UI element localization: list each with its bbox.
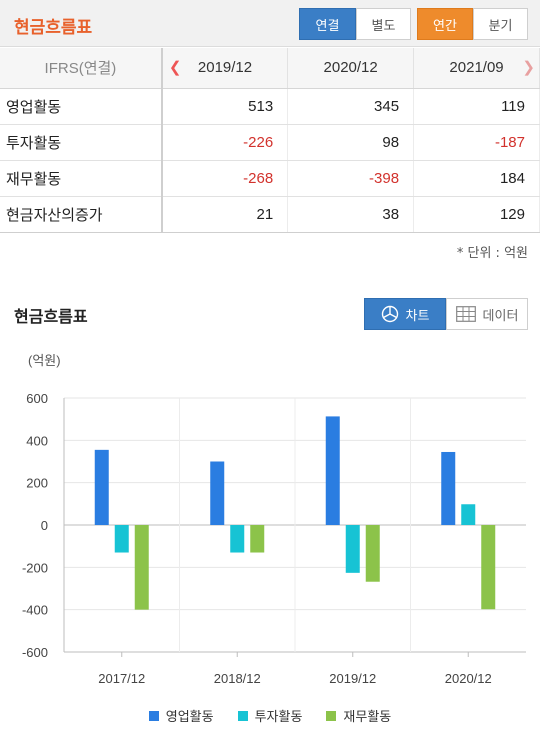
y-unit-label: (억원): [28, 353, 61, 368]
table-header-label: IFRS(연결): [0, 48, 163, 89]
separate-button[interactable]: 별도: [356, 8, 411, 40]
annual-button[interactable]: 연간: [417, 8, 473, 40]
x-tick-label: 2017/12: [98, 671, 145, 686]
table-cell: -187: [413, 124, 540, 161]
x-tick-label: 2020/12: [445, 671, 492, 686]
table-cell: 119: [413, 88, 540, 125]
y-tick-label: 200: [26, 476, 48, 491]
chevron-left-icon[interactable]: ❮: [168, 59, 182, 76]
bar-2: [345, 525, 360, 573]
chart-view-label: 차트: [405, 308, 430, 324]
column-header: ❮ 2019/12: [161, 48, 289, 89]
y-tick-label: 400: [26, 433, 48, 448]
table-row: 재무활동 -268 -398 184: [0, 160, 540, 197]
column-header: 2020/12: [287, 48, 415, 89]
data-view-label: 데이터: [482, 308, 519, 324]
cashflow-table: IFRS(연결) ❮ 2019/12 2020/12 2021/09 ❯ 영업활…: [0, 48, 540, 233]
chevron-right-icon[interactable]: ❯: [522, 59, 535, 76]
table-cell: 184: [413, 160, 540, 197]
bar-3: [134, 525, 149, 610]
bar-2: [114, 525, 129, 553]
pie-chart-icon: [381, 305, 398, 323]
table-cell: -226: [161, 124, 289, 161]
chart-section-title: 현금흐름표: [14, 307, 88, 326]
legend-swatch: [326, 710, 337, 721]
legend-swatch: [237, 710, 248, 721]
legend-item[interactable]: 재무활동: [326, 706, 391, 725]
bar-1: [325, 416, 340, 525]
chart-legend: 영업활동 투자활동 재무활동: [0, 706, 540, 725]
legend-swatch: [148, 710, 159, 721]
table-grid-icon: [455, 306, 476, 322]
y-tick-label: -400: [22, 603, 48, 618]
y-tick-label: 0: [41, 518, 48, 533]
unit-note: * 단위 : 억원: [456, 246, 528, 261]
x-tick-label: 2018/12: [214, 671, 261, 686]
table-header-row: IFRS(연결) ❮ 2019/12 2020/12 2021/09 ❯: [0, 48, 540, 89]
legend-label: 재무활동: [343, 710, 392, 725]
table-cell: 98: [287, 124, 415, 161]
legend-label: 투자활동: [254, 710, 303, 725]
table-cell: -268: [161, 160, 289, 197]
consolidated-button[interactable]: 연결: [299, 8, 356, 40]
table-cell: 38: [287, 196, 415, 233]
top-bar: 현금흐름표 연결 별도 연간 분기: [0, 0, 540, 47]
data-view-button[interactable]: 데이터: [446, 298, 528, 330]
table-cell: 345: [287, 88, 415, 125]
cashflow-bar-chart: (억원) 600 400 200 0 -200 -400 -600 2017/12 2018/12…: [22, 353, 526, 686]
table-row: 투자활동 -226 98 -187: [0, 124, 540, 161]
page-title: 현금흐름표: [14, 18, 93, 38]
bar-1: [94, 449, 109, 525]
column-header: 2021/09 ❯: [413, 48, 540, 89]
table-cell: 513: [161, 88, 289, 125]
bar-1: [441, 451, 456, 525]
quarterly-button[interactable]: 분기: [473, 8, 528, 40]
bar-3: [250, 525, 265, 553]
y-tick-label: -200: [22, 560, 48, 575]
chart-view-button[interactable]: 차트: [364, 298, 446, 330]
row-label: 현금자산의증가: [0, 196, 163, 233]
legend-label: 영업활동: [165, 710, 214, 725]
bar-3: [365, 525, 380, 582]
row-label: 투자활동: [0, 124, 163, 161]
bar-2: [461, 504, 476, 525]
legend-item[interactable]: 영업활동: [148, 706, 214, 725]
row-label: 재무활동: [0, 160, 163, 197]
bar-2: [230, 525, 245, 553]
bar-3: [481, 525, 496, 610]
x-tick-label: 2019/12: [329, 671, 376, 686]
legend-item[interactable]: 투자활동: [237, 706, 303, 725]
y-tick-label: -600: [22, 645, 48, 660]
table-row: 현금자산의증가 21 38 129: [0, 196, 540, 233]
bar-1: [210, 461, 225, 525]
row-label: 영업활동: [0, 88, 163, 125]
table-row: 영업활동 513 345 119: [0, 88, 540, 125]
y-tick-label: 600: [26, 391, 48, 406]
table-cell: -398: [287, 160, 415, 197]
table-cell: 129: [413, 196, 540, 233]
table-cell: 21: [161, 196, 289, 233]
